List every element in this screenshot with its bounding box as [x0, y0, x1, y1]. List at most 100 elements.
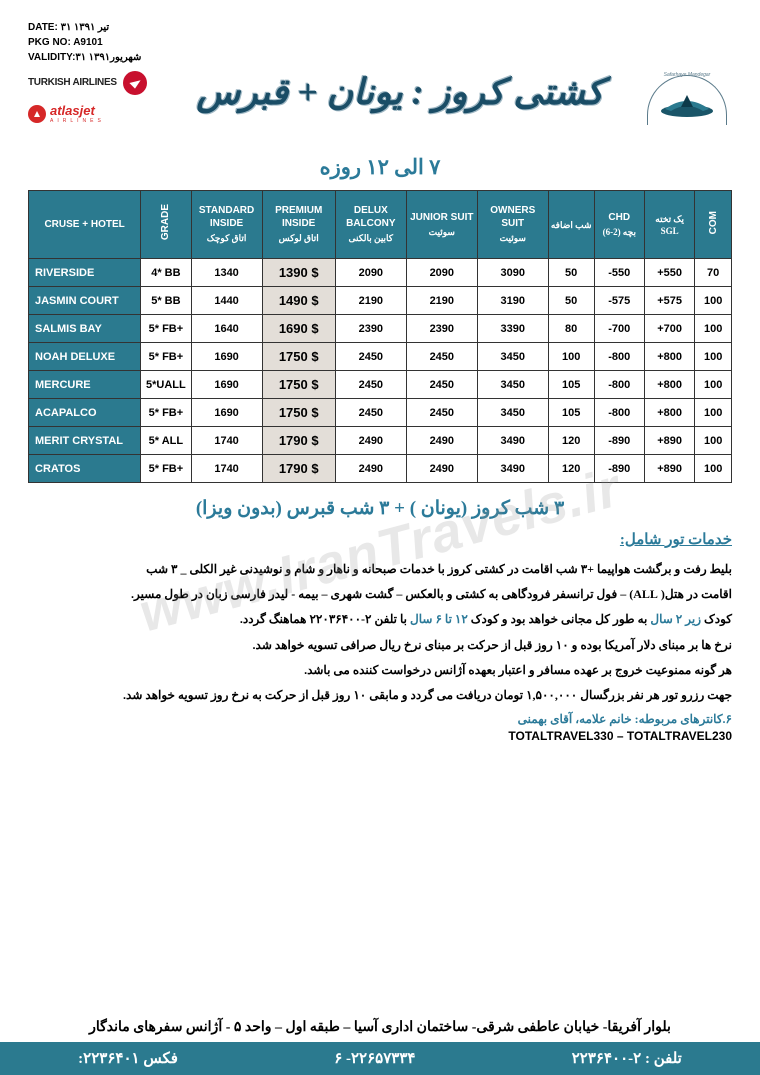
tel-block: تلفن : ۲-۲۲۳۶۴۰۰: [572, 1049, 682, 1068]
cell-grade: 5*UALL: [141, 371, 191, 399]
tel-mid: ۲۲۶۵۷۳۳۴- ۶: [334, 1049, 415, 1068]
cell-sgl: +800: [644, 343, 694, 371]
cell-std: 1640: [191, 315, 262, 343]
atlas-text: atlasjet: [50, 103, 105, 118]
cell-grade: 4* BB: [141, 259, 191, 287]
th-grade: GRADE: [141, 191, 191, 259]
date-value: ۳۱ تیر ۱۳۹۱: [61, 22, 110, 33]
cell-std: 1690: [191, 343, 262, 371]
atlas-sub: AIRLINES: [50, 118, 105, 124]
cell-premium: 1750 $: [262, 399, 335, 427]
cell-sgl: +700: [644, 315, 694, 343]
cell-jr: 2390: [406, 315, 477, 343]
cell-dlx: 2450: [335, 343, 406, 371]
cell-premium: 1690 $: [262, 315, 335, 343]
cell-hotel: RIVERSIDE: [29, 259, 141, 287]
cell-std: 1340: [191, 259, 262, 287]
turkish-airlines-logo: TURKISH AIRLINES: [28, 71, 158, 95]
main-title: کشتی کروز : یونان + قبرس: [158, 71, 642, 113]
cell-premium: 1790 $: [262, 427, 335, 455]
cell-grade: 5* FB+: [141, 315, 191, 343]
cell-std: 1690: [191, 371, 262, 399]
cell-dlx: 2190: [335, 287, 406, 315]
cell-chd: -800: [594, 343, 644, 371]
cell-own: 3490: [477, 427, 548, 455]
table-row: JASMIN COURT5* BB14401490 $2190219031905…: [29, 287, 732, 315]
cell-com: 100: [695, 455, 732, 483]
service-line: کودک زیر ۲ سال به طور کل مجانی خواهد بود…: [28, 607, 732, 632]
footer: بلوار آفریقا- خیابان عاطفی شرقی- ساختمان…: [0, 1019, 760, 1075]
cell-std: 1690: [191, 399, 262, 427]
cell-com: 100: [695, 343, 732, 371]
services-heading: خدمات تور شامل:: [28, 530, 732, 549]
th-junior: JUNIOR SUITسوئیت: [406, 191, 477, 259]
table-row: SALMIS BAY5* FB+16401690 $23902390339080…: [29, 315, 732, 343]
cell-jr: 2490: [406, 427, 477, 455]
th-com: COM: [695, 191, 732, 259]
atlasjet-logo: atlasjet AIRLINES: [28, 103, 158, 124]
table-row: CRATOS5* FB+17401790 $249024903490120-89…: [29, 455, 732, 483]
cell-own: 3450: [477, 399, 548, 427]
cell-chd: -890: [594, 427, 644, 455]
cell-chd: -800: [594, 399, 644, 427]
cell-hotel: SALMIS BAY: [29, 315, 141, 343]
cell-sgl: +800: [644, 399, 694, 427]
cell-com: 100: [695, 427, 732, 455]
pkg-label: PKG NO:: [28, 37, 71, 48]
cell-hotel: NOAH DELUXE: [29, 343, 141, 371]
cell-ext: 80: [548, 315, 594, 343]
counters-line: ۶.کانترهای مربوطه: خانم علامه، آقای بهمن…: [28, 712, 732, 727]
meta-block: DATE: ۳۱ تیر ۱۳۹۱ PKG NO: A9101 VALIDITY…: [28, 20, 732, 65]
cell-dlx: 2390: [335, 315, 406, 343]
cell-premium: 1790 $: [262, 455, 335, 483]
fax-block: فکس ۲۲۳۶۴۰۱:: [78, 1049, 178, 1068]
cell-hotel: MERIT CRYSTAL: [29, 427, 141, 455]
cell-hotel: ACAPALCO: [29, 399, 141, 427]
cell-chd: -550: [594, 259, 644, 287]
address-line: بلوار آفریقا- خیابان عاطفی شرقی- ساختمان…: [0, 1019, 760, 1036]
cell-ext: 100: [548, 343, 594, 371]
cell-premium: 1750 $: [262, 371, 335, 399]
cell-dlx: 2450: [335, 371, 406, 399]
cell-own: 3390: [477, 315, 548, 343]
service-line: نرخ ها بر مبنای دلار آمریکا بوده و ۱۰ رو…: [28, 633, 732, 658]
table-row: MERCURE5*UALL16901750 $245024503450105-8…: [29, 371, 732, 399]
th-extra: شب اضافه: [548, 191, 594, 259]
service-line: جهت رزرو تور هر نفر بزرگسال ۱,۵۰۰,۰۰۰ تو…: [28, 683, 732, 708]
cell-chd: -890: [594, 455, 644, 483]
subtitle: ۷ الی ۱۲ روزه: [28, 155, 732, 180]
cell-premium: 1490 $: [262, 287, 335, 315]
table-row: ACAPALCO5* FB+16901750 $245024503450105-…: [29, 399, 732, 427]
table-row: RIVERSIDE4* BB13401390 $20902090309050-5…: [29, 259, 732, 287]
th-hotel: CRUSE + HOTEL: [29, 191, 141, 259]
cell-chd: -700: [594, 315, 644, 343]
cell-com: 100: [695, 287, 732, 315]
cell-premium: 1750 $: [262, 343, 335, 371]
cell-dlx: 2490: [335, 427, 406, 455]
cell-sgl: +890: [644, 427, 694, 455]
table-row: NOAH DELUXE5* FB+16901750 $2450245034501…: [29, 343, 732, 371]
cell-ext: 120: [548, 455, 594, 483]
cell-jr: 2450: [406, 343, 477, 371]
cell-ext: 120: [548, 427, 594, 455]
cell-std: 1740: [191, 427, 262, 455]
services-body: بلیط رفت و برگشت هواپیما +۳ شب اقامت در …: [28, 557, 732, 708]
cell-jr: 2450: [406, 371, 477, 399]
section-title-2: ۳ شب کروز (یونان ) + ۳ شب قبرس (بدون ویز…: [28, 497, 732, 520]
cell-own: 3090: [477, 259, 548, 287]
cell-premium: 1390 $: [262, 259, 335, 287]
contact-bar: تلفن : ۲-۲۲۳۶۴۰۰ ۲۲۶۵۷۳۳۴- ۶ فکس ۲۲۳۶۴۰۱…: [0, 1042, 760, 1075]
validity-label: VALIDITY:: [28, 52, 75, 63]
service-line: اقامت در هتل( ALL) – فول ترانسفر فرودگاه…: [28, 582, 732, 607]
th-premium: PREMIUM INSIDEاتاق لوکس: [262, 191, 335, 259]
cell-grade: 5* FB+: [141, 343, 191, 371]
agency-logo: Safarhaye Mandegar: [642, 71, 732, 141]
cell-jr: 2190: [406, 287, 477, 315]
date-label: DATE:: [28, 22, 58, 33]
cell-own: 3490: [477, 455, 548, 483]
cell-own: 3450: [477, 371, 548, 399]
cell-sgl: +800: [644, 371, 694, 399]
cell-dlx: 2090: [335, 259, 406, 287]
cell-own: 3190: [477, 287, 548, 315]
cell-grade: 5* FB+: [141, 399, 191, 427]
